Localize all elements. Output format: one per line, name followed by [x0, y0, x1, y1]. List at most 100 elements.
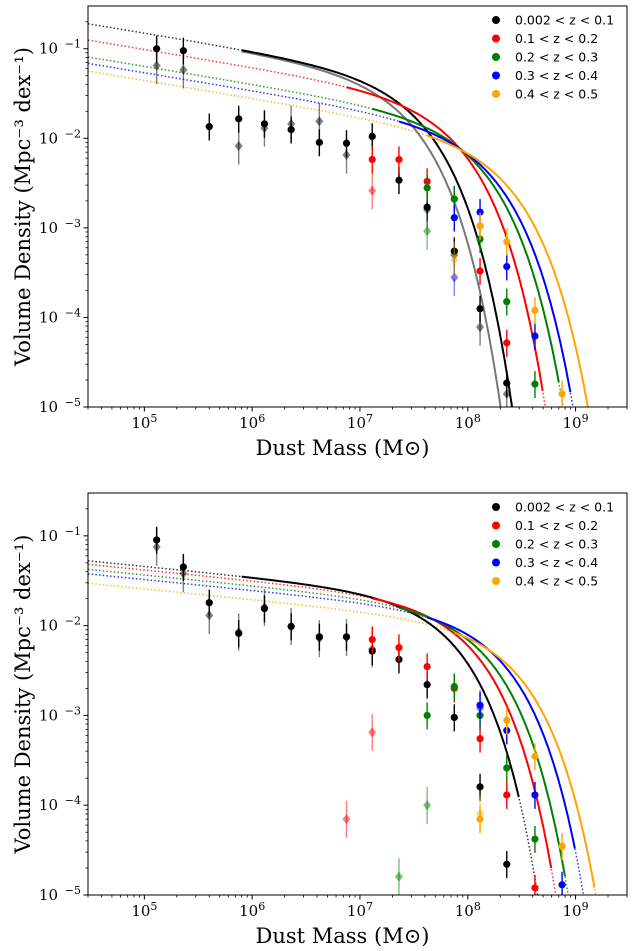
data-point	[476, 267, 484, 275]
legend-marker	[492, 521, 500, 530]
legend-marker	[492, 540, 500, 548]
legend-marker	[492, 503, 500, 511]
y-tick-label: 10 −3	[39, 704, 81, 724]
data-point	[395, 155, 403, 164]
fit-line-2	[372, 597, 553, 869]
x-tick-label: 106	[239, 900, 265, 920]
data-point	[153, 536, 161, 544]
fit-extrapolated-line-5	[88, 70, 589, 407]
data-point	[531, 306, 539, 314]
axes-frame	[87, 492, 628, 896]
data-point-alt	[368, 727, 377, 738]
data-point-alt	[423, 226, 432, 237]
tick-exponent: 7	[366, 412, 373, 425]
y-axis-title: Volume Density (Mpc⁻³ dex⁻¹)	[11, 535, 35, 855]
legend-marker	[492, 71, 500, 80]
fit-line-5	[453, 631, 596, 888]
tick-exponent: −1	[65, 38, 81, 51]
data-point	[476, 815, 484, 823]
data-point	[531, 752, 539, 760]
y-tick-label: 10 −4	[39, 306, 81, 326]
data-point-alt	[450, 254, 459, 265]
data-point	[260, 120, 269, 128]
data-point-alt	[152, 60, 161, 71]
fit-line-4	[426, 616, 576, 849]
axes-frame	[87, 5, 628, 408]
data-point	[503, 339, 511, 347]
data-point	[531, 791, 539, 799]
data-point	[423, 711, 431, 720]
data-point	[503, 298, 511, 306]
legend-label: 0.2 < z < 0.3	[515, 50, 598, 65]
data-point	[558, 881, 566, 889]
legend: 0.002 < z < 0.1 0.1 < z < 0.2 0.2 < z < 0.…	[492, 500, 614, 589]
data-point	[476, 735, 484, 743]
x-axis-title: Dust Mass (M⊙)	[256, 436, 430, 460]
data-point	[450, 214, 458, 222]
data-point	[450, 195, 458, 203]
plot-area	[88, 22, 589, 407]
fit-extrapolated-line-1	[88, 560, 539, 895]
data-point	[342, 139, 351, 147]
fit-extrapolated-line-5	[88, 582, 597, 895]
fit-line-1	[241, 49, 514, 407]
fit-extrapolated-line-1	[88, 22, 513, 407]
data-point	[503, 716, 511, 725]
data-point	[205, 123, 213, 131]
data-point	[423, 681, 431, 689]
data-point	[315, 138, 323, 146]
data-point	[179, 47, 187, 55]
y-tick-label: 10 −4	[39, 794, 81, 814]
y-tick-label: 10 −2	[39, 127, 81, 147]
tick-exponent: −5	[65, 396, 81, 409]
data-point	[287, 622, 295, 631]
data-point	[342, 633, 351, 641]
data-point	[476, 305, 484, 313]
data-point-alt	[368, 185, 377, 196]
legend-label: 0.3 < z < 0.4	[515, 555, 598, 570]
x-tick-label: 108	[455, 900, 481, 920]
data-point-alt	[234, 141, 243, 152]
tick-exponent: −2	[65, 127, 81, 140]
legend-label: 0.2 < z < 0.3	[515, 537, 598, 552]
data-point	[450, 682, 458, 691]
tick-exponent: 9	[582, 412, 589, 425]
data-point	[531, 884, 539, 892]
legend-marker	[492, 34, 500, 43]
data-point	[476, 783, 484, 791]
data-point	[476, 222, 484, 230]
x-tick-label: 105	[131, 900, 157, 920]
data-point	[368, 132, 376, 141]
legend-label: 0.3 < z < 0.4	[515, 68, 598, 83]
fit-line-4	[398, 120, 572, 393]
tick-exponent: −2	[65, 615, 81, 628]
data-point	[476, 701, 484, 709]
fit-line-1	[241, 575, 520, 798]
data-point	[503, 764, 511, 772]
chart-panel-2: 105 106 107 108 109 10−5 10−4 10−3 10−2 10 −1 Dust …	[11, 492, 628, 948]
fit-extrapolated-line-2	[88, 39, 547, 407]
legend-marker	[492, 53, 500, 61]
data-point	[450, 713, 458, 722]
data-point	[503, 791, 511, 799]
x-axis-title: Dust Mass (M⊙)	[256, 924, 430, 948]
data-point	[503, 238, 511, 246]
y-tick-label: 10 −1	[39, 525, 81, 545]
data-point-alt	[342, 814, 351, 825]
tick-exponent: 7	[366, 900, 373, 913]
data-point	[503, 379, 511, 387]
x-tick-label: 108	[455, 412, 481, 432]
fit-line-3	[398, 606, 566, 877]
data-point-alt	[476, 322, 485, 333]
tick-exponent: −3	[65, 217, 81, 230]
y-tick-label: 10 −5	[39, 396, 81, 416]
data-point	[205, 599, 213, 607]
data-point	[423, 203, 431, 211]
data-point	[558, 842, 566, 850]
tick-exponent: −4	[65, 794, 81, 807]
tick-exponent: −4	[65, 306, 81, 319]
legend-marker	[492, 577, 500, 585]
legend-marker	[492, 90, 500, 98]
x-tick-label: 107	[347, 412, 373, 432]
fit-extrapolated-line-2	[88, 563, 557, 895]
